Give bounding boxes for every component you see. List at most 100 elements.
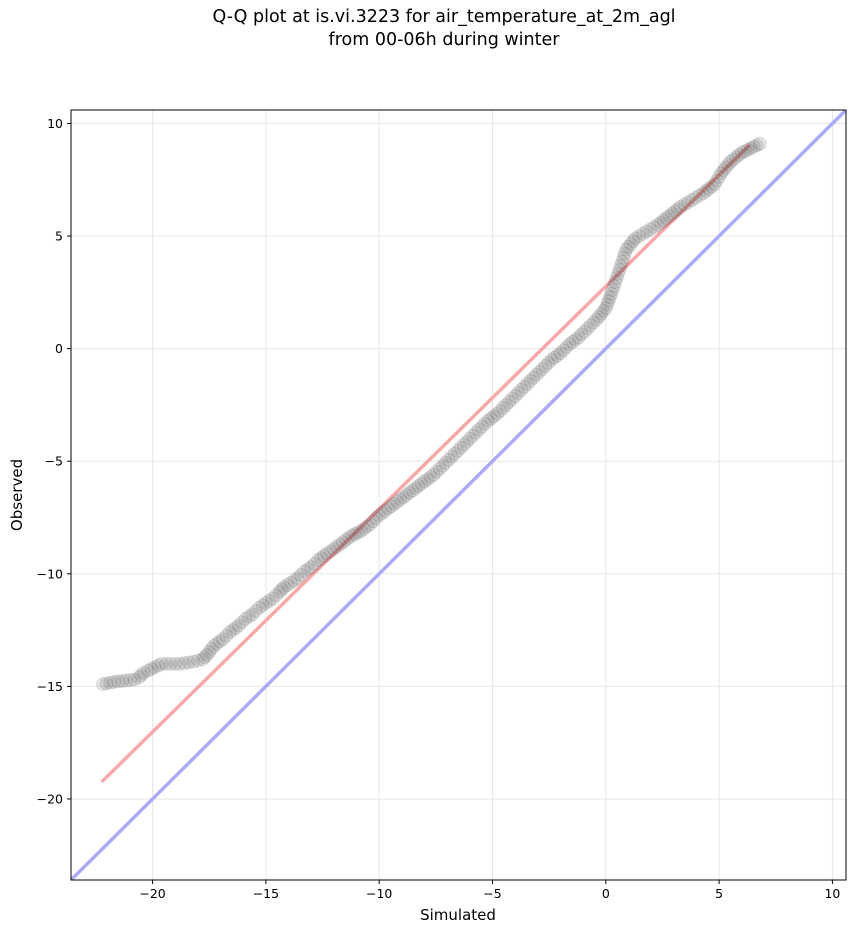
data-point <box>252 600 266 615</box>
data-point <box>222 625 237 640</box>
y-tick-label: −5 <box>45 454 63 469</box>
x-tick-label: −20 <box>139 886 165 901</box>
data-point <box>487 409 501 424</box>
data-point <box>274 582 289 597</box>
data-point <box>716 163 731 178</box>
data-point <box>475 419 489 434</box>
data-point <box>311 553 325 568</box>
data-point <box>459 434 474 449</box>
data-point <box>151 658 166 673</box>
data-point <box>103 675 118 690</box>
data-point <box>314 551 328 565</box>
data-point <box>580 321 595 336</box>
data-points <box>95 136 767 692</box>
data-point <box>612 262 627 277</box>
data-point <box>225 623 240 637</box>
data-point <box>396 490 411 505</box>
data-point <box>294 568 308 582</box>
data-point <box>574 327 589 342</box>
data-point <box>556 343 571 358</box>
data-point <box>544 353 559 367</box>
data-point <box>508 389 523 403</box>
data-point <box>402 485 417 500</box>
data-point <box>333 537 347 552</box>
data-point <box>258 596 273 610</box>
data-point <box>450 443 465 458</box>
y-tick-label: −10 <box>37 566 63 581</box>
data-point <box>456 437 471 452</box>
grid-lines <box>71 110 846 880</box>
data-point <box>611 267 625 281</box>
data-point <box>468 425 483 440</box>
data-point <box>147 660 162 675</box>
data-point <box>721 157 736 172</box>
data-point <box>496 401 510 415</box>
data-point <box>714 166 729 180</box>
data-point <box>107 674 121 689</box>
data-point <box>262 593 277 608</box>
data-point <box>245 607 260 622</box>
data-point <box>541 356 556 370</box>
data-point <box>141 663 155 678</box>
data-point <box>154 656 169 671</box>
data-point <box>336 535 350 550</box>
data-point <box>752 136 767 151</box>
data-point <box>438 455 453 470</box>
x-tick-label: −15 <box>253 886 279 901</box>
data-point <box>357 521 371 536</box>
data-point <box>550 348 565 363</box>
y-tick-label: −20 <box>37 791 63 806</box>
data-point <box>746 139 761 154</box>
data-point <box>231 618 246 633</box>
data-point <box>692 188 707 203</box>
data-point <box>159 656 174 671</box>
data-point <box>626 234 640 249</box>
x-axis-title: Simulated <box>420 906 496 924</box>
data-point <box>453 440 468 455</box>
data-point <box>375 506 390 520</box>
data-point <box>639 224 654 239</box>
data-point <box>420 472 435 487</box>
data-point <box>378 503 393 518</box>
data-point <box>206 638 221 653</box>
data-point <box>718 160 733 175</box>
data-point <box>670 202 685 216</box>
data-point <box>535 362 550 376</box>
data-point <box>200 647 214 662</box>
data-point <box>704 179 719 194</box>
data-point <box>387 497 402 511</box>
data-point <box>481 413 495 428</box>
data-point <box>596 304 611 318</box>
data-point <box>320 546 334 561</box>
data-point <box>202 644 217 659</box>
data-point <box>707 177 722 192</box>
data-point <box>181 655 196 670</box>
data-point <box>95 677 110 692</box>
data-point <box>447 446 462 461</box>
data-point <box>360 519 375 534</box>
data-point <box>583 318 598 333</box>
data-point <box>204 641 219 656</box>
data-point <box>191 653 205 668</box>
data-point <box>209 636 224 651</box>
data-point <box>339 533 353 547</box>
data-point <box>342 530 356 545</box>
data-point <box>381 501 396 516</box>
data-point <box>589 312 604 327</box>
data-point <box>351 525 365 540</box>
data-point <box>749 138 764 153</box>
data-point <box>529 368 544 382</box>
data-point <box>277 580 291 595</box>
data-point <box>532 365 547 379</box>
data-point <box>478 416 492 431</box>
data-point <box>623 237 638 251</box>
data-point <box>255 598 270 613</box>
data-point <box>502 395 517 409</box>
data-point <box>235 615 249 630</box>
chart-title-line-1: Q-Q plot at is.vi.3223 for air_temperatu… <box>212 7 676 27</box>
x-tick-label: −10 <box>366 886 392 901</box>
data-point <box>426 467 441 482</box>
data-point <box>366 514 381 529</box>
data-point <box>283 575 298 590</box>
